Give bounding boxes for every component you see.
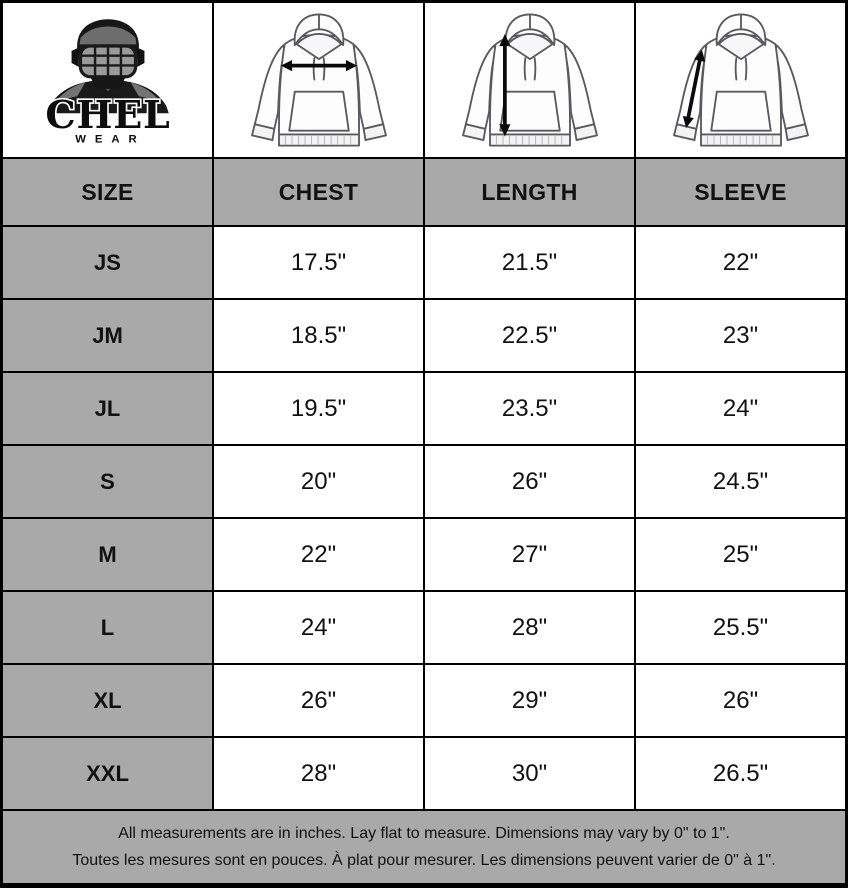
size-label-cell: M [3,519,212,590]
face-cage-grid [79,45,136,77]
sleeve-value-cell: 23" [636,300,845,371]
size-label-cell: JM [3,300,212,371]
chest-value-cell: 18.5" [214,300,423,371]
ear-guard-left [71,47,79,68]
size-label-cell: JL [3,373,212,444]
brand-logo-cell: CHEL WEAR [3,3,212,157]
measurement-note: All measurements are in inches. Lay flat… [3,811,845,883]
sleeve-value-cell: 25.5" [636,592,845,663]
size-label-cell: L [3,592,212,663]
chin-guard [89,76,126,89]
measurement-note-english: All measurements are in inches. Lay flat… [118,824,730,842]
ear-guard-right [136,47,144,68]
chest-value-cell: 22" [214,519,423,590]
length-value-cell: 22.5" [425,300,634,371]
length-measure-arrow [498,33,510,136]
length-value-cell: 27" [425,519,634,590]
diagram-sleeve-cell [636,3,845,157]
hoodie-sleeve-length-arrow-icon [672,13,809,147]
chest-value-cell: 28" [214,738,423,809]
sleeve-value-cell: 25" [636,519,845,590]
chest-value-cell: 17.5" [214,227,423,298]
size-label-cell: JS [3,227,212,298]
shoulder-accent-right [130,82,160,104]
chest-value-cell: 19.5" [214,373,423,444]
size-label-cell: XL [3,665,212,736]
length-value-cell: 29" [425,665,634,736]
brand-sub-text: WEAR [75,133,145,145]
sleeve-value-cell: 26" [636,665,845,736]
column-header-length: LENGTH [425,159,634,225]
length-value-cell: 23.5" [425,373,634,444]
chest-measure-arrow [280,59,357,71]
sleeve-measure-arrow [682,49,705,128]
helmet-stripe [79,26,136,45]
diagram-length-cell [425,3,634,157]
chest-value-cell: 24" [214,592,423,663]
sleeve-value-cell: 26.5" [636,738,845,809]
hoodie-chest-width-arrow-icon [250,13,387,147]
hoodie-body-length-arrow-icon [461,13,598,147]
chest-value-cell: 26" [214,665,423,736]
length-value-cell: 28" [425,592,634,663]
chest-value-cell: 20" [214,446,423,517]
shoulder-accent-left [55,82,85,104]
length-value-cell: 21.5" [425,227,634,298]
sleeve-value-cell: 24" [636,373,845,444]
column-header-chest: CHEST [214,159,423,225]
diagram-chest-cell [214,3,423,157]
column-header-sleeve: SLEEVE [636,159,845,225]
measurement-note-french: Toutes les mesures sont en pouces. À pla… [72,851,776,869]
length-value-cell: 30" [425,738,634,809]
sleeve-value-cell: 24.5" [636,446,845,517]
column-header-size: SIZE [3,159,212,225]
size-label-cell: XXL [3,738,212,809]
sleeve-value-cell: 22" [636,227,845,298]
brand-logo: CHEL WEAR [43,19,171,145]
size-label-cell: S [3,446,212,517]
brand-name-text: CHEL [45,92,170,137]
length-value-cell: 26" [425,446,634,517]
